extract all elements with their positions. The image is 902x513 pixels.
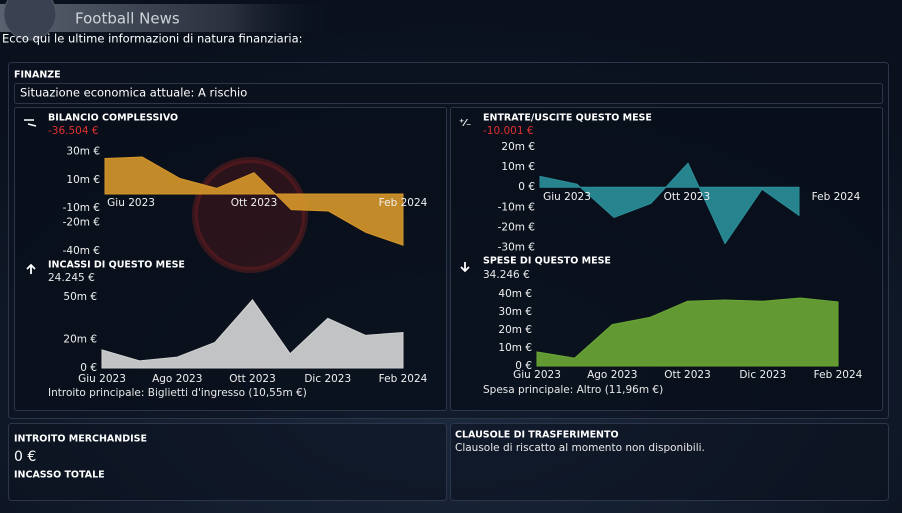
y-tick-label: 20m € xyxy=(501,141,535,153)
x-tick-label: Ott 2023 xyxy=(231,197,278,209)
x-tick-label: Giu 2023 xyxy=(543,191,591,203)
area xyxy=(539,162,800,245)
chart-title: BILANCIO COMPLESSIVO xyxy=(48,113,178,124)
clauses-heading: CLAUSOLE DI TRASFERIMENTO xyxy=(455,430,619,441)
y-tick-label: -10m € xyxy=(498,201,535,213)
y-tick-label: -20m € xyxy=(498,221,535,233)
down-icon xyxy=(460,262,470,273)
x-tick-label: Dic 2023 xyxy=(739,369,786,381)
x-tick-label: Giu 2023 xyxy=(107,197,155,209)
y-tick-label: 10m € xyxy=(66,174,100,186)
y-tick-label: 10m € xyxy=(498,342,532,354)
x-tick-label: Ago 2023 xyxy=(587,369,637,381)
y-tick-label: 40m € xyxy=(498,288,532,300)
x-tick-label: Giu 2023 xyxy=(513,369,561,381)
x-tick-label: Feb 2024 xyxy=(379,197,428,209)
chart-note: Spesa principale: Altro (11,96m €) xyxy=(483,384,663,396)
chart-title: INCASSI DI QUESTO MESE xyxy=(48,260,185,271)
status: Situazione economica attuale: A rischio xyxy=(20,86,247,100)
x-tick-label: Dic 2023 xyxy=(304,373,351,385)
chart-current: 34.246 € xyxy=(483,269,530,281)
y-tick-label: -30m € xyxy=(498,242,535,254)
y-tick-label: 50m € xyxy=(63,291,97,303)
x-tick-label: Giu 2023 xyxy=(78,373,126,385)
merchandise-panel xyxy=(8,423,447,501)
chart-title: ENTRATE/USCITE QUESTO MESE xyxy=(483,113,652,124)
x-tick-label: Feb 2024 xyxy=(812,191,861,203)
balance-icon xyxy=(24,119,37,127)
y-tick-label: 10m € xyxy=(501,161,535,173)
ratio-icon: ⁺⁄₋ xyxy=(459,118,471,129)
finance-heading: FINANZE xyxy=(14,70,61,81)
clauses-panel xyxy=(450,423,889,501)
intro: Ecco qui le ultime informazioni di natur… xyxy=(2,32,303,46)
chart-title: SPESE DI QUESTO MESE xyxy=(483,256,611,267)
area xyxy=(101,299,404,369)
chart-note: Introito principale: Biglietti d'ingress… xyxy=(48,387,307,399)
merch-value: 0 € xyxy=(14,449,36,465)
y-tick-label: 0 € xyxy=(515,360,532,372)
x-tick-label: Ott 2023 xyxy=(664,191,711,203)
y-tick-label: 0 € xyxy=(80,362,97,374)
header-title: Football News xyxy=(75,10,180,28)
status-bar xyxy=(14,83,883,104)
clauses-text: Clausole di riscatto al momento non disp… xyxy=(455,442,705,454)
x-tick-label: Ott 2023 xyxy=(229,373,276,385)
up-icon xyxy=(26,263,36,274)
merch-heading: INTROITO MERCHANDISE xyxy=(14,434,147,445)
y-tick-label: 30m € xyxy=(66,145,100,157)
area xyxy=(536,297,839,367)
ball-icon xyxy=(3,0,57,41)
y-tick-label: -40m € xyxy=(63,245,100,257)
x-tick-label: Ott 2023 xyxy=(664,369,711,381)
y-tick-label: 0 € xyxy=(518,181,535,193)
merch-total: INCASSO TOTALE xyxy=(14,470,105,481)
y-tick-label: -10m € xyxy=(63,202,100,214)
y-tick-label: -20m € xyxy=(63,216,100,228)
y-tick-label: 20m € xyxy=(63,334,97,346)
area xyxy=(104,156,404,246)
chart-current: 24.245 € xyxy=(48,272,95,284)
x-tick-label: Feb 2024 xyxy=(379,373,428,385)
chart-current: -36.504 € xyxy=(48,125,99,137)
y-tick-label: 20m € xyxy=(498,324,532,336)
x-tick-label: Feb 2024 xyxy=(814,369,863,381)
x-tick-label: Ago 2023 xyxy=(152,373,202,385)
y-tick-label: 30m € xyxy=(498,306,532,318)
chart-current: -10.001 € xyxy=(483,125,534,137)
